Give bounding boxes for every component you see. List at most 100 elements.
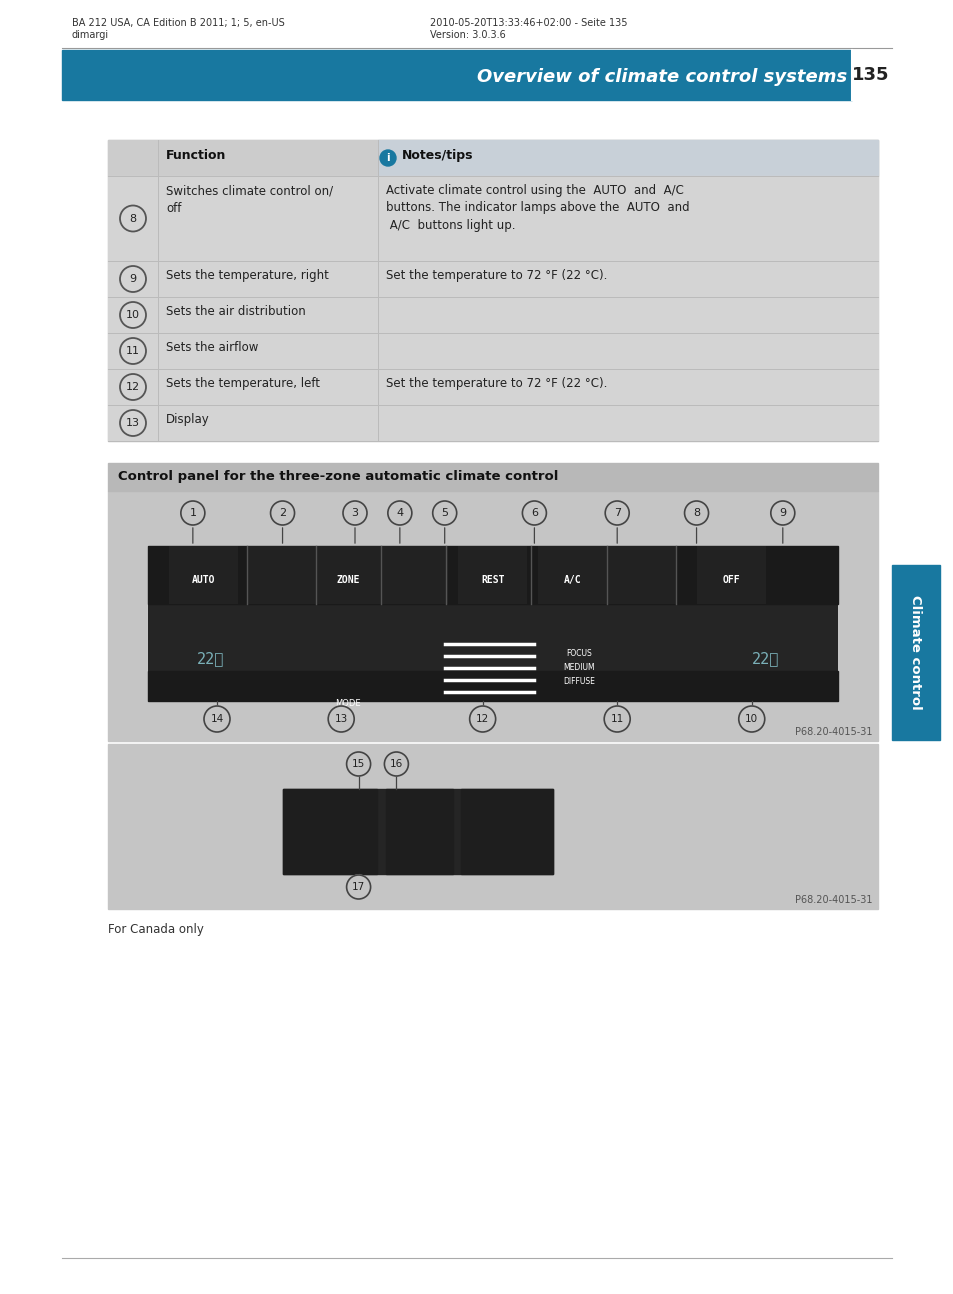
Bar (108, 490, 877, 741)
Text: Control panel for the three-zone automatic climate control: Control panel for the three-zone automat… (118, 470, 558, 483)
Text: 16: 16 (390, 760, 402, 769)
Text: 12: 12 (126, 382, 140, 392)
Bar (108, 140, 877, 441)
Text: Notes/tips: Notes/tips (401, 149, 473, 162)
Circle shape (346, 875, 370, 899)
Text: 9: 9 (130, 274, 136, 283)
Text: BA 212 USA, CA Edition B 2011; 1; 5, en-US: BA 212 USA, CA Edition B 2011; 1; 5, en-… (71, 18, 284, 28)
Text: Display: Display (166, 413, 210, 426)
Bar (62, 50, 851, 100)
Text: 17: 17 (352, 883, 365, 892)
Circle shape (384, 752, 408, 776)
Bar (108, 333, 877, 369)
Bar (283, 789, 377, 873)
Text: P68.20-4015-31: P68.20-4015-31 (795, 727, 872, 738)
Bar (108, 176, 877, 261)
Text: 12: 12 (476, 714, 489, 725)
Text: 15: 15 (352, 760, 365, 769)
Circle shape (120, 302, 146, 327)
Bar (460, 789, 553, 873)
Text: Overview of climate control systems: Overview of climate control systems (476, 69, 846, 85)
Text: 13: 13 (335, 714, 348, 725)
Text: 9: 9 (779, 509, 785, 518)
Circle shape (181, 501, 205, 525)
Text: Set the temperature to 72 °F (22 °C).: Set the temperature to 72 °F (22 °C). (386, 377, 607, 389)
Circle shape (604, 501, 629, 525)
Text: 2010-05-20T13:33:46+02:00 - Seite 135: 2010-05-20T13:33:46+02:00 - Seite 135 (430, 18, 627, 28)
Bar (108, 405, 877, 441)
Text: Sets the air distribution: Sets the air distribution (166, 305, 305, 318)
Text: A/C: A/C (563, 575, 580, 585)
Text: Switches climate control on/
off: Switches climate control on/ off (166, 184, 333, 215)
Circle shape (120, 267, 146, 292)
Text: DIFFUSE: DIFFUSE (562, 678, 595, 687)
Bar (148, 546, 837, 701)
Bar (108, 140, 877, 176)
Bar (385, 789, 453, 873)
Bar (169, 546, 237, 604)
Text: OFF: OFF (721, 575, 740, 585)
Bar (148, 672, 837, 701)
Bar (696, 546, 764, 604)
Circle shape (120, 206, 146, 232)
Text: AUTO: AUTO (192, 575, 214, 585)
Text: 11: 11 (126, 345, 140, 356)
Text: 8: 8 (692, 509, 700, 518)
Circle shape (770, 501, 794, 525)
Text: Climate control: Climate control (908, 595, 922, 710)
Bar (314, 546, 382, 604)
Text: P68.20-4015-31: P68.20-4015-31 (795, 895, 872, 905)
Bar (606, 546, 675, 604)
Text: 3: 3 (351, 509, 358, 518)
Bar (108, 298, 877, 333)
Bar (378, 546, 448, 604)
Text: Sets the airflow: Sets the airflow (166, 342, 258, 355)
Bar (283, 789, 553, 873)
Text: 10: 10 (126, 311, 140, 320)
Text: MODE: MODE (335, 700, 360, 709)
Text: dimargi: dimargi (71, 30, 109, 40)
Circle shape (522, 501, 546, 525)
Bar (148, 546, 837, 604)
Bar (458, 546, 527, 604)
Circle shape (120, 374, 146, 400)
Circle shape (346, 752, 370, 776)
Bar (891, 565, 939, 740)
Text: FOCUS: FOCUS (566, 650, 592, 659)
Text: 8: 8 (130, 214, 136, 224)
Bar (108, 744, 877, 908)
Text: i: i (386, 153, 390, 163)
Text: 11: 11 (610, 714, 623, 725)
Circle shape (271, 501, 294, 525)
Circle shape (433, 501, 456, 525)
Text: 2: 2 (278, 509, 286, 518)
Text: 5: 5 (440, 509, 448, 518)
Text: Function: Function (166, 149, 226, 162)
Circle shape (328, 707, 354, 732)
Circle shape (738, 707, 764, 732)
Text: 22℃: 22℃ (196, 651, 224, 666)
Text: For Canada only: For Canada only (108, 923, 204, 936)
Circle shape (343, 501, 367, 525)
Text: 13: 13 (126, 418, 140, 428)
Bar (248, 546, 316, 604)
Bar (537, 546, 606, 604)
Text: Sets the temperature, right: Sets the temperature, right (166, 269, 329, 282)
Bar (377, 140, 877, 176)
Circle shape (120, 410, 146, 436)
Circle shape (388, 501, 412, 525)
Bar (108, 261, 877, 298)
Text: 4: 4 (395, 509, 403, 518)
Bar (108, 369, 877, 405)
Text: 6: 6 (530, 509, 537, 518)
Text: REST: REST (480, 575, 504, 585)
Text: Version: 3.0.3.6: Version: 3.0.3.6 (430, 30, 505, 40)
Circle shape (120, 338, 146, 364)
Bar (108, 463, 877, 490)
Circle shape (204, 707, 230, 732)
Text: 1: 1 (189, 509, 196, 518)
Text: 135: 135 (851, 66, 889, 84)
Text: 14: 14 (211, 714, 223, 725)
Text: Sets the temperature, left: Sets the temperature, left (166, 377, 319, 389)
Text: ZONE: ZONE (336, 575, 359, 585)
